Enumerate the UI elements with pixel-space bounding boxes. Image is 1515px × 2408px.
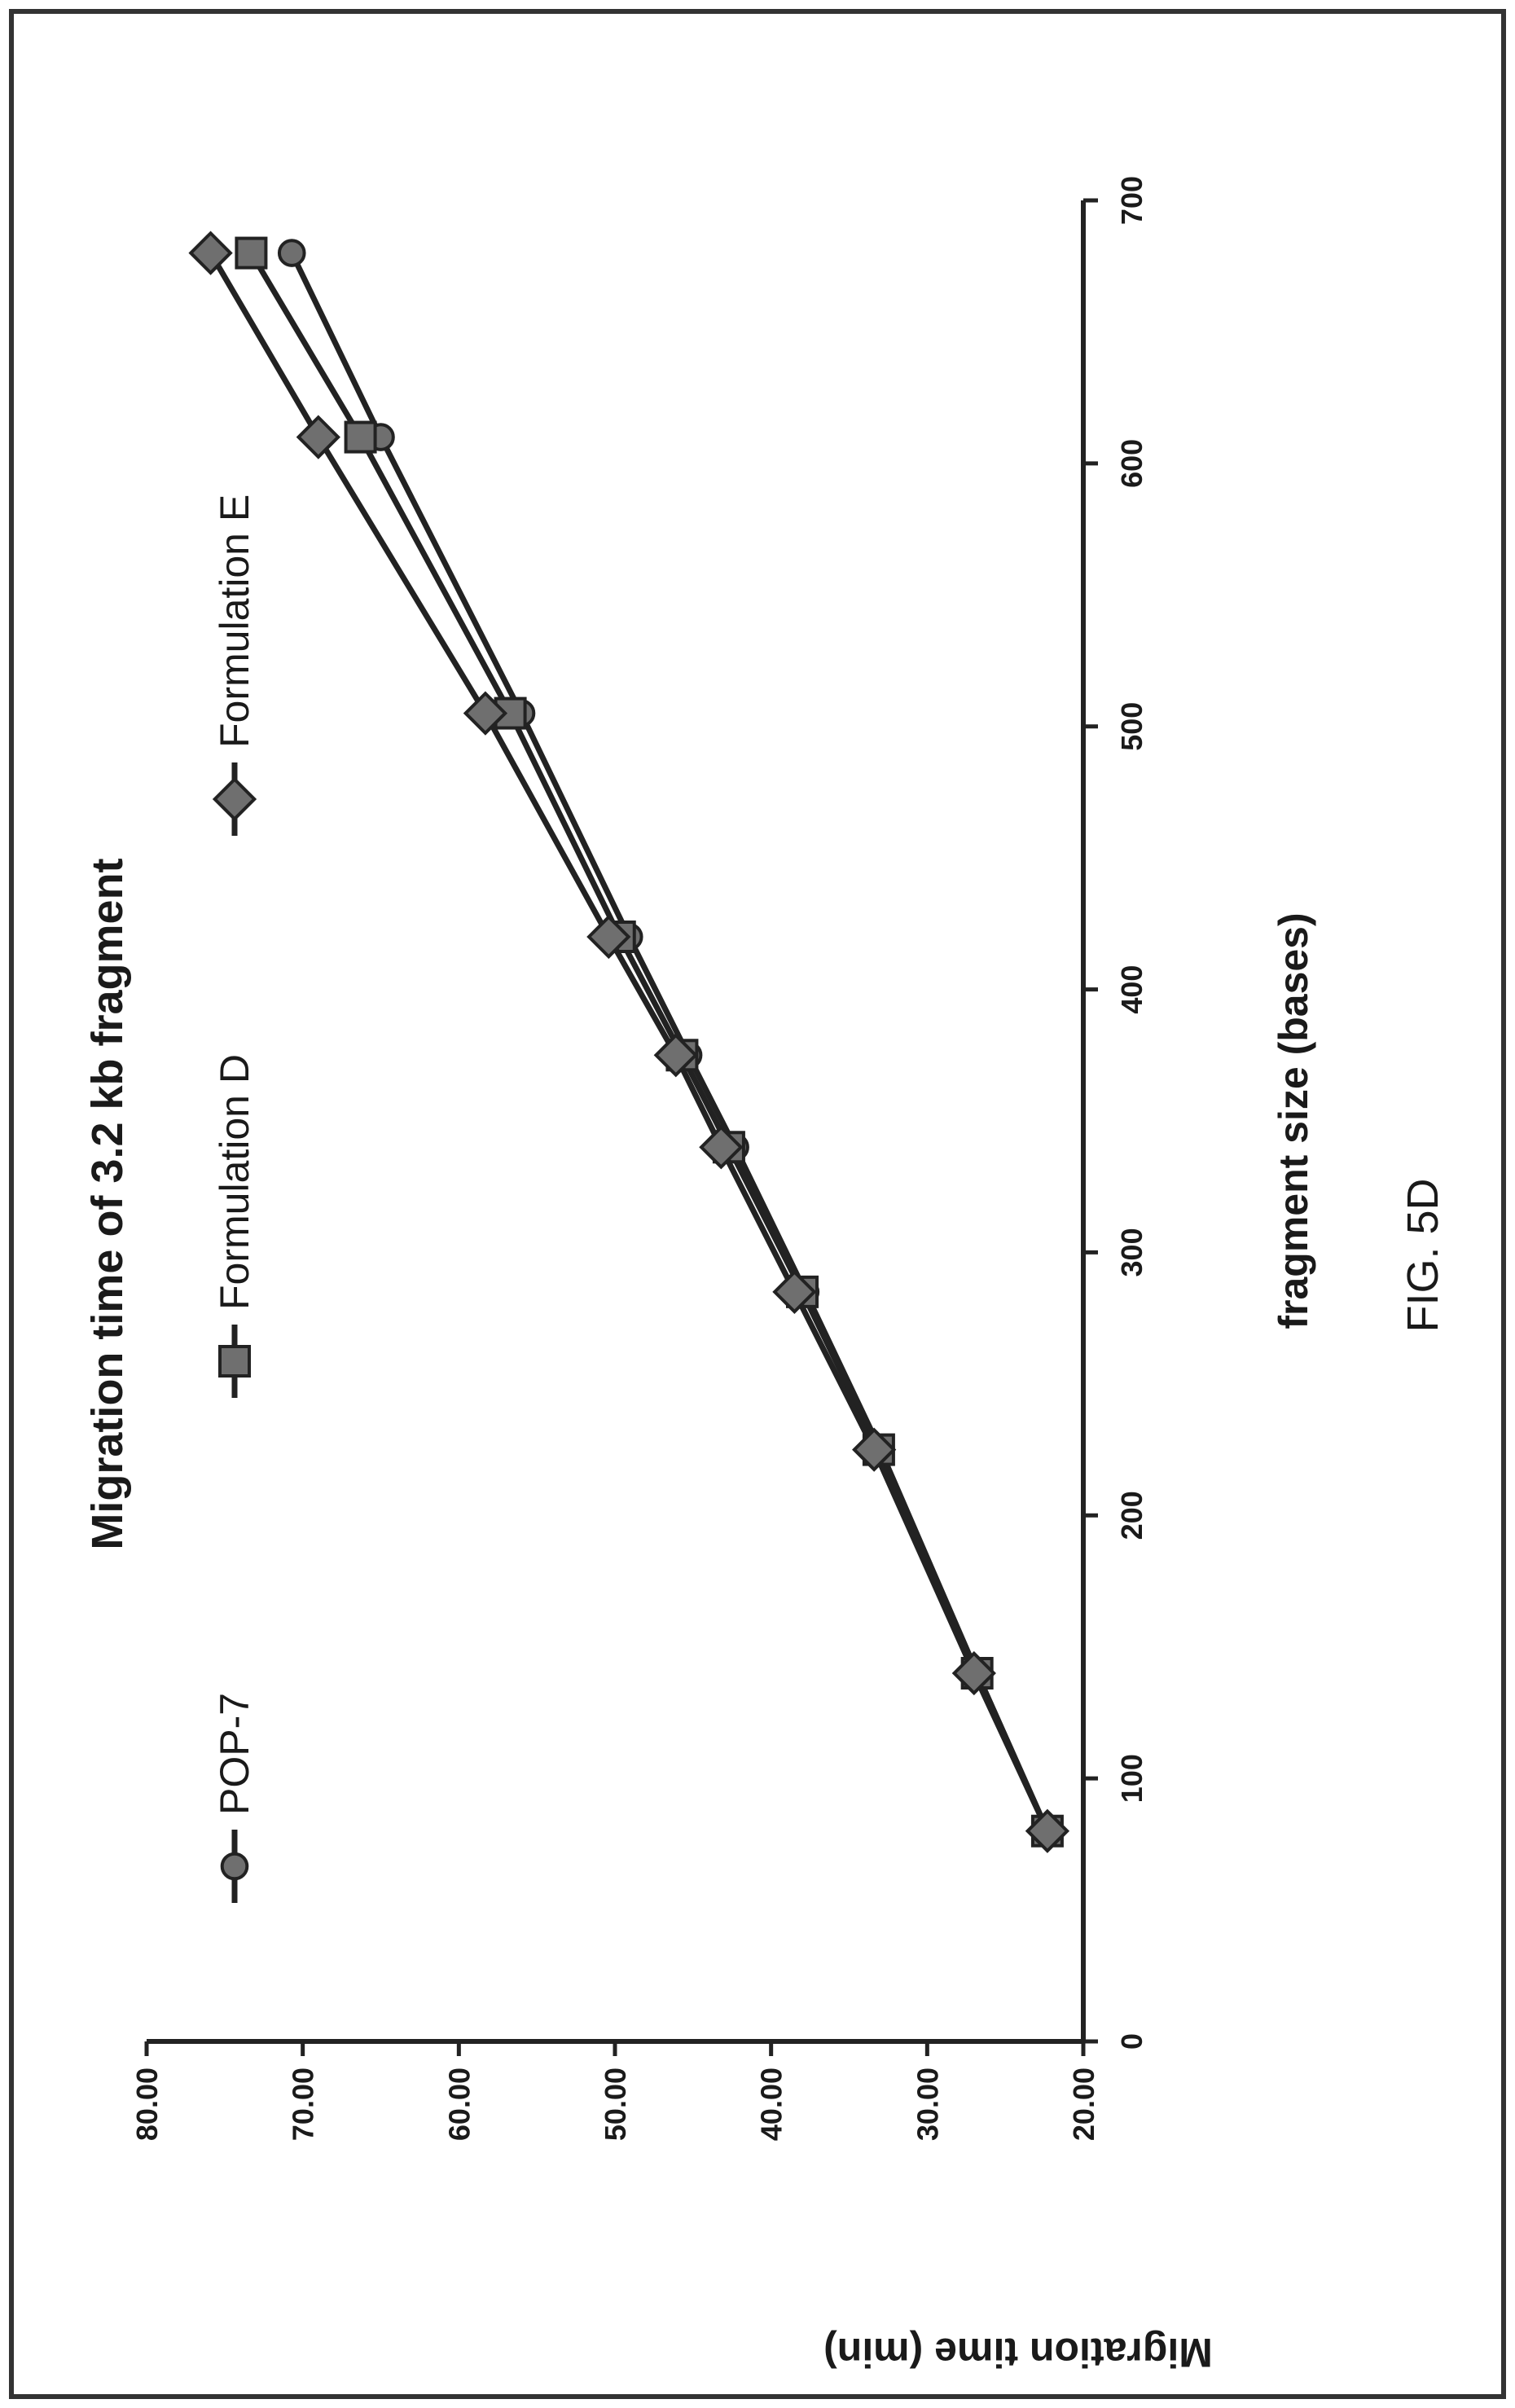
data-point-formulation-e [653,1033,698,1078]
y-tick-label: 40.00 [755,2067,788,2141]
y-tick-label: 30.00 [911,2067,944,2141]
data-point-formulation-e [188,231,233,275]
data-point-formulation-e [951,1650,996,1696]
legend-label: Formulation E [212,494,257,748]
y-tick-label: 60.00 [442,2067,476,2141]
data-point-formulation-e [699,1125,744,1170]
legend-label: Formulation D [212,1054,257,1310]
x-tick-label: 300 [1115,1228,1148,1277]
data-point-formulation-e [296,415,340,459]
legend-item-pop-7: POP-7 [212,1693,257,1903]
x-axis-label: fragment size (bases) [1271,912,1316,1329]
x-tick-label: 0 [1115,2033,1148,2050]
data-point-formulation-d [235,236,268,270]
x-tick-label: 400 [1115,965,1148,1014]
data-point-formulation-e [852,1427,897,1472]
x-tick-label: 100 [1115,1754,1148,1803]
data-point-formulation-d [344,420,377,454]
x-tick-label: 700 [1115,176,1148,225]
legend-item-formulation-e: Formulation E [212,494,257,836]
y-axis: 20.00 30.00 40.00 50.00 60.00 70.00 80.00 [130,2039,1100,2141]
series-formulation-e [188,231,1070,1853]
y-axis-label: Migration time (min) [823,2330,1213,2375]
series-formulation-d [235,236,1064,1848]
series-layer [188,231,1070,1853]
x-axis: 0 100 200 300 400 500 600 700 [1081,176,1148,2050]
legend-label: POP-7 [212,1693,257,1815]
legend-marker [218,1345,251,1378]
data-point-pop-7 [277,239,306,267]
y-tick-label: 50.00 [599,2067,632,2141]
data-point-formulation-e [1025,1808,1070,1853]
legend-marker [212,776,257,822]
x-tick-label: 500 [1115,702,1148,751]
frame-border [9,9,1506,2399]
chart-area: Migration time of 3.2 kb fragment POP-7 F… [83,176,1447,2375]
series-line-formulation-d [248,251,1051,1833]
data-point-formulation-e [772,1269,817,1314]
y-tick-label: 70.00 [287,2067,320,2141]
data-point-formulation-e [586,914,631,960]
data-point-formulation-e [463,691,508,736]
x-tick-label: 600 [1115,439,1148,488]
legend-marker [220,1852,249,1881]
x-tick-label: 200 [1115,1491,1148,1540]
chart-title: Migration time of 3.2 kb fragment [83,858,132,1549]
y-tick-label: 20.00 [1067,2067,1100,2141]
y-tick-label: 80.00 [130,2067,164,2141]
series-line-formulation-e [208,251,1051,1833]
legend-item-formulation-d: Formulation D [212,1054,257,1398]
legend: POP-7 Formulation D Formulation E [212,494,257,1903]
figure-label: FIG. 5D [1399,1178,1447,1332]
